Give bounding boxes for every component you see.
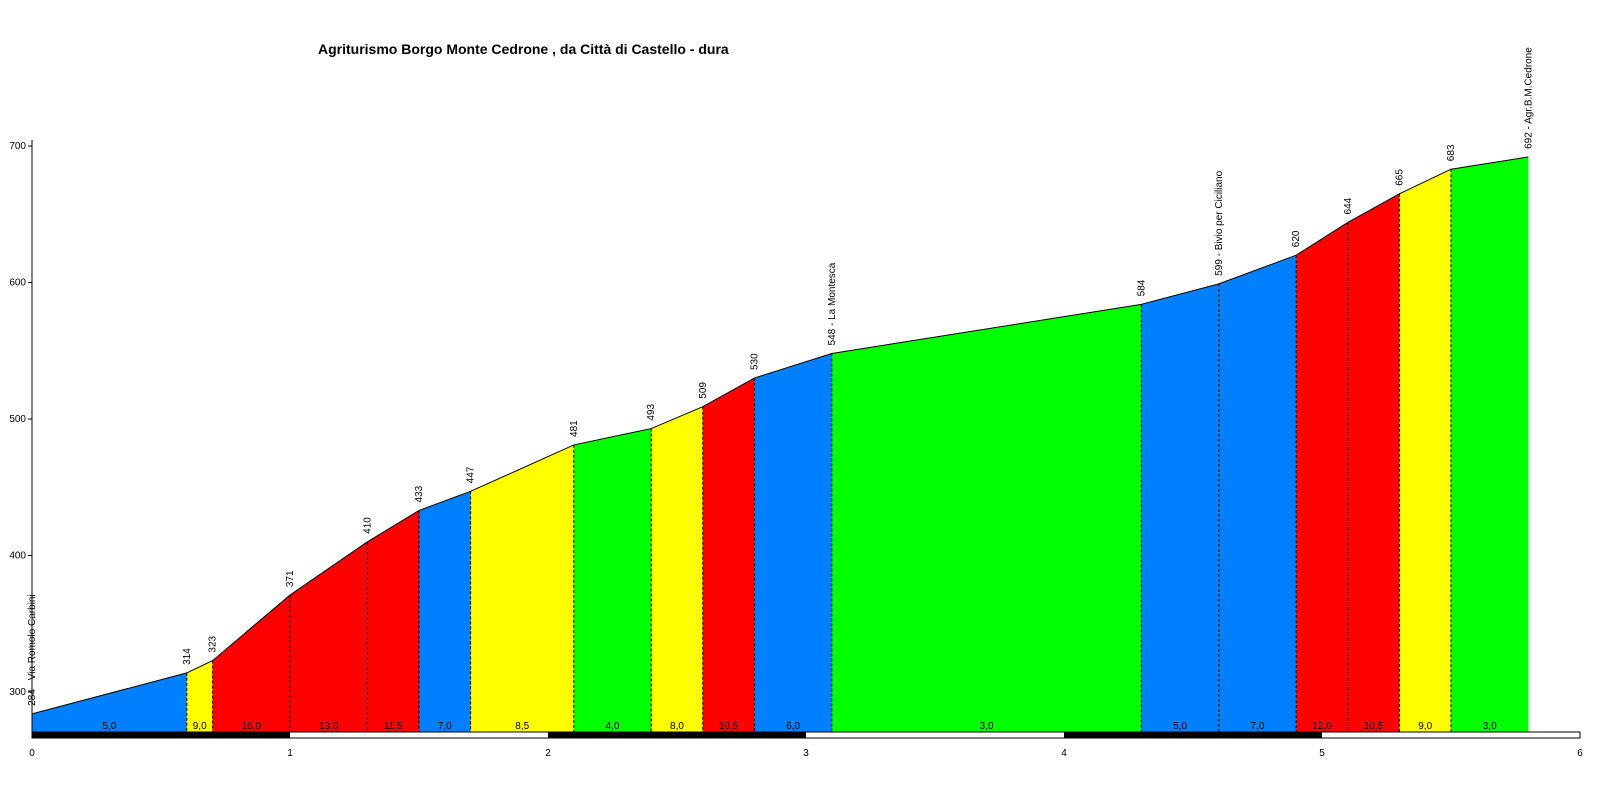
elevation-label: 530 xyxy=(749,353,760,370)
elevation-label: 314 xyxy=(182,648,193,665)
elevation-label: 493 xyxy=(646,403,657,420)
gradient-label: 5,0 xyxy=(1173,721,1187,732)
segment-area xyxy=(419,491,471,735)
gradient-label: 5,0 xyxy=(102,721,116,732)
segment-area xyxy=(831,304,1142,735)
x-scale-block xyxy=(1064,732,1322,738)
elevation-label: 599 - Bivio per Ciciliano xyxy=(1214,170,1225,275)
x-tick-label: 0 xyxy=(29,748,35,759)
elevation-label: 481 xyxy=(569,420,580,437)
gradient-label: 6,0 xyxy=(786,721,800,732)
gradient-label: 7,0 xyxy=(1251,721,1265,732)
y-axis: 300 400 500 600 700 xyxy=(9,140,33,735)
elevation-label: 548 - La Montesca xyxy=(827,262,838,345)
segment-area xyxy=(1218,255,1297,735)
x-tick-label: 2 xyxy=(545,748,551,759)
y-tick-label: 500 xyxy=(9,414,26,425)
segment-area xyxy=(1399,169,1451,735)
segment-area xyxy=(1451,156,1529,736)
y-tick-label: 300 xyxy=(9,687,26,698)
gradient-label: 8,0 xyxy=(670,721,684,732)
elevation-labels: 284 - Via Romolo Carbini 314 323 371 410 433 4… xyxy=(27,47,1534,706)
gradient-label: 8,5 xyxy=(515,721,529,732)
x-scale-block xyxy=(548,732,806,738)
x-scale-block xyxy=(32,732,290,738)
segment-area xyxy=(212,595,290,735)
segment-area xyxy=(702,378,755,735)
elevation-label: 284 - Via Romolo Carbini xyxy=(27,594,38,706)
gradient-label: 10,5 xyxy=(1364,721,1384,732)
segment-area xyxy=(754,353,832,735)
segment-area xyxy=(651,406,703,735)
gradient-label: 11,5 xyxy=(384,721,403,732)
segment-areas xyxy=(31,156,1529,736)
gradient-label: 4,0 xyxy=(606,721,620,732)
x-tick-label: 5 xyxy=(1319,748,1325,759)
gradient-label: 3,0 xyxy=(980,721,994,732)
elevation-label: 433 xyxy=(414,485,425,502)
elevation-label: 447 xyxy=(466,466,477,483)
elevation-label: 683 xyxy=(1446,144,1457,161)
y-tick-label: 400 xyxy=(9,551,26,562)
gradient-label: 3,0 xyxy=(1483,721,1497,732)
x-tick-label: 3 xyxy=(803,748,809,759)
gradient-label: 13,0 xyxy=(319,721,339,732)
segment-area xyxy=(367,510,419,735)
segment-area xyxy=(186,660,213,735)
elevation-label: 620 xyxy=(1291,230,1302,247)
elevation-label: 323 xyxy=(208,635,219,652)
gradient-label: 9,0 xyxy=(1418,721,1432,732)
elevation-label: 410 xyxy=(362,517,373,534)
elevation-label: 584 xyxy=(1136,279,1147,296)
gradient-label: 7,0 xyxy=(438,721,452,732)
elevation-label: 644 xyxy=(1343,197,1354,214)
elevation-label: 509 xyxy=(698,382,709,399)
elevation-label: 692 - Agr.B.M.Cedrone xyxy=(1523,47,1534,149)
elevation-label: 665 xyxy=(1394,169,1405,186)
segment-area xyxy=(1141,283,1219,735)
x-axis: 0 1 2 3 4 5 6 xyxy=(29,731,1583,759)
gradient-label: 12,0 xyxy=(1312,721,1332,732)
y-tick-label: 600 xyxy=(9,278,26,289)
x-tick-label: 4 xyxy=(1061,748,1067,759)
segment-dividers xyxy=(186,169,1452,735)
segment-area xyxy=(32,672,187,735)
y-tick-label: 700 xyxy=(9,141,26,152)
segment-area xyxy=(1347,193,1400,735)
chart-title: Agriturismo Borgo Monte Cedrone , da Cit… xyxy=(318,41,729,57)
x-tick-label: 1 xyxy=(287,748,293,759)
segment-area xyxy=(1296,222,1348,735)
gradient-label: 9,0 xyxy=(193,721,207,732)
segment-area xyxy=(470,444,574,735)
gradient-labels: 5,0 9,0 16,0 13,0 11,5 7,0 8,5 4,0 8,0 10,5 6,0 3,0… xyxy=(102,721,1497,732)
x-tick-label: 6 xyxy=(1577,748,1583,759)
segment-area xyxy=(290,541,368,735)
segment-area xyxy=(573,428,652,735)
elevation-label: 371 xyxy=(285,570,296,587)
gradient-label: 10,5 xyxy=(719,721,739,732)
gradient-label: 16,0 xyxy=(242,721,262,732)
